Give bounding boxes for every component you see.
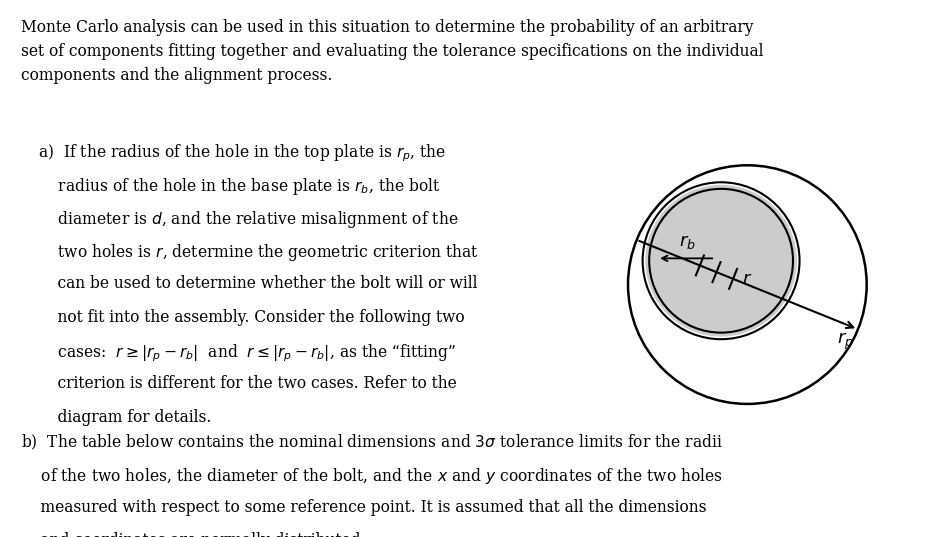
Text: criterion is different for the two cases. Refer to the: criterion is different for the two cases… xyxy=(38,375,457,393)
Text: diameter is $d$, and the relative misalignment of the: diameter is $d$, and the relative misali… xyxy=(38,209,458,230)
Circle shape xyxy=(646,186,797,336)
Text: diagram for details.: diagram for details. xyxy=(38,409,211,426)
Text: not fit into the assembly. Consider the following two: not fit into the assembly. Consider the … xyxy=(38,309,464,326)
Text: can be used to determine whether the bolt will or will: can be used to determine whether the bol… xyxy=(38,275,478,293)
Circle shape xyxy=(646,186,797,336)
Text: $r$: $r$ xyxy=(743,270,752,288)
Text: a)  If the radius of the hole in the top plate is $r_p$, the: a) If the radius of the hole in the top … xyxy=(38,142,447,164)
Text: $r_p$: $r_p$ xyxy=(836,331,853,352)
Text: and coordinates are normally distributed.: and coordinates are normally distributed… xyxy=(21,532,365,537)
Text: two holes is $r$, determine the geometric criterion that: two holes is $r$, determine the geometri… xyxy=(38,242,479,263)
Text: $r_b$: $r_b$ xyxy=(679,233,695,251)
Text: cases:  $r \geq |r_p - r_b|$  and  $r \leq |r_p - r_b|$, as the “fitting”: cases: $r \geq |r_p - r_b|$ and $r \leq … xyxy=(38,342,456,364)
Circle shape xyxy=(628,165,867,404)
Text: of the two holes, the diameter of the bolt, and the $x$ and $y$ coordinates of t: of the two holes, the diameter of the bo… xyxy=(21,466,723,485)
Text: radius of the hole in the base plate is $r_b$, the bolt: radius of the hole in the base plate is … xyxy=(38,176,441,197)
Text: b)  The table below contains the nominal dimensions and $3\sigma$ tolerance limi: b) The table below contains the nominal … xyxy=(21,432,723,452)
Text: Monte Carlo analysis can be used in this situation to determine the probability : Monte Carlo analysis can be used in this… xyxy=(21,19,763,84)
Text: measured with respect to some reference point. It is assumed that all the dimens: measured with respect to some reference … xyxy=(21,499,707,516)
